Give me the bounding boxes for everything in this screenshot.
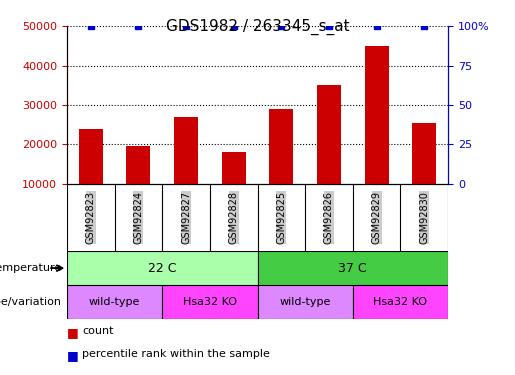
Text: Hsa32 KO: Hsa32 KO [183,297,237,307]
Text: 37 C: 37 C [338,262,367,274]
Text: GSM92827: GSM92827 [181,191,191,244]
Text: wild-type: wild-type [280,297,331,307]
Text: count: count [82,326,114,336]
FancyBboxPatch shape [258,285,353,319]
Text: GDS1982 / 263345_s_at: GDS1982 / 263345_s_at [166,19,349,35]
Bar [127,146,150,223]
Text: GSM92825: GSM92825 [277,191,286,244]
Text: GSM92828: GSM92828 [229,191,238,244]
FancyBboxPatch shape [353,285,448,319]
Text: genotype/variation: genotype/variation [0,297,62,307]
Text: GSM92826: GSM92826 [324,191,334,244]
Text: ■: ■ [67,326,79,339]
Text: GSM92824: GSM92824 [133,191,143,244]
Text: GSM92830: GSM92830 [419,191,429,244]
Bar [269,109,293,223]
Bar [365,46,388,223]
Bar [222,152,246,223]
Text: ■: ■ [67,349,79,362]
Text: Hsa32 KO: Hsa32 KO [373,297,427,307]
Bar [413,123,436,223]
Text: percentile rank within the sample: percentile rank within the sample [82,349,270,359]
Bar [79,129,102,223]
FancyBboxPatch shape [162,285,258,319]
FancyBboxPatch shape [258,251,448,285]
Bar [317,86,341,223]
Text: GSM92823: GSM92823 [86,191,96,244]
Text: temperature: temperature [0,263,62,273]
FancyBboxPatch shape [67,251,258,285]
Text: GSM92829: GSM92829 [372,191,382,244]
Text: 22 C: 22 C [148,262,177,274]
Text: wild-type: wild-type [89,297,140,307]
FancyBboxPatch shape [67,285,162,319]
Bar [174,117,198,223]
